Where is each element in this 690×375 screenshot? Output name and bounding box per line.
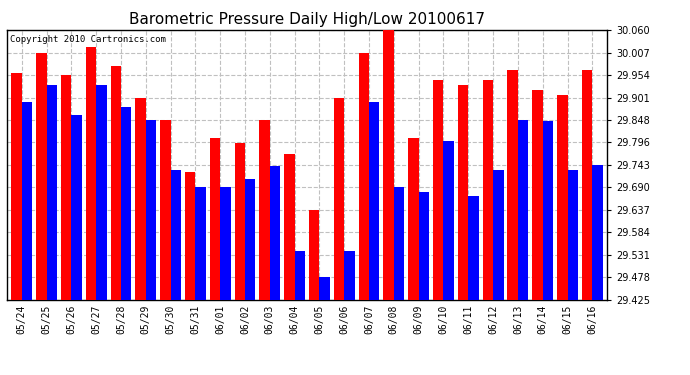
Bar	[220, 188, 230, 300]
Bar	[185, 172, 195, 300]
Bar	[309, 210, 319, 300]
Bar	[295, 251, 305, 300]
Bar	[557, 95, 567, 300]
Bar	[270, 166, 280, 300]
Bar	[532, 90, 543, 300]
Bar	[384, 30, 394, 300]
Bar	[433, 80, 444, 300]
Bar	[259, 120, 270, 300]
Bar	[110, 66, 121, 300]
Bar	[567, 170, 578, 300]
Bar	[543, 122, 553, 300]
Bar	[592, 165, 603, 300]
Bar	[170, 170, 181, 300]
Bar	[394, 188, 404, 300]
Bar	[22, 102, 32, 300]
Bar	[71, 115, 82, 300]
Bar	[160, 120, 170, 300]
Bar	[61, 75, 71, 300]
Bar	[11, 72, 22, 300]
Bar	[86, 47, 96, 300]
Bar	[284, 154, 295, 300]
Bar	[146, 120, 156, 300]
Bar	[195, 188, 206, 300]
Bar	[518, 120, 529, 300]
Bar	[359, 53, 369, 300]
Title: Barometric Pressure Daily High/Low 20100617: Barometric Pressure Daily High/Low 20100…	[129, 12, 485, 27]
Bar	[36, 53, 47, 300]
Bar	[47, 85, 57, 300]
Bar	[369, 102, 380, 300]
Bar	[96, 85, 107, 300]
Bar	[344, 251, 355, 300]
Bar	[493, 170, 504, 300]
Bar	[319, 278, 330, 300]
Bar	[483, 80, 493, 300]
Bar	[245, 179, 255, 300]
Bar	[235, 142, 245, 300]
Bar	[419, 192, 429, 300]
Bar	[444, 141, 454, 300]
Bar	[121, 106, 131, 300]
Bar	[408, 138, 419, 300]
Bar	[135, 98, 146, 300]
Bar	[469, 196, 479, 300]
Bar	[458, 85, 469, 300]
Bar	[334, 98, 344, 300]
Text: Copyright 2010 Cartronics.com: Copyright 2010 Cartronics.com	[10, 35, 166, 44]
Bar	[210, 138, 220, 300]
Bar	[507, 70, 518, 300]
Bar	[582, 70, 592, 300]
